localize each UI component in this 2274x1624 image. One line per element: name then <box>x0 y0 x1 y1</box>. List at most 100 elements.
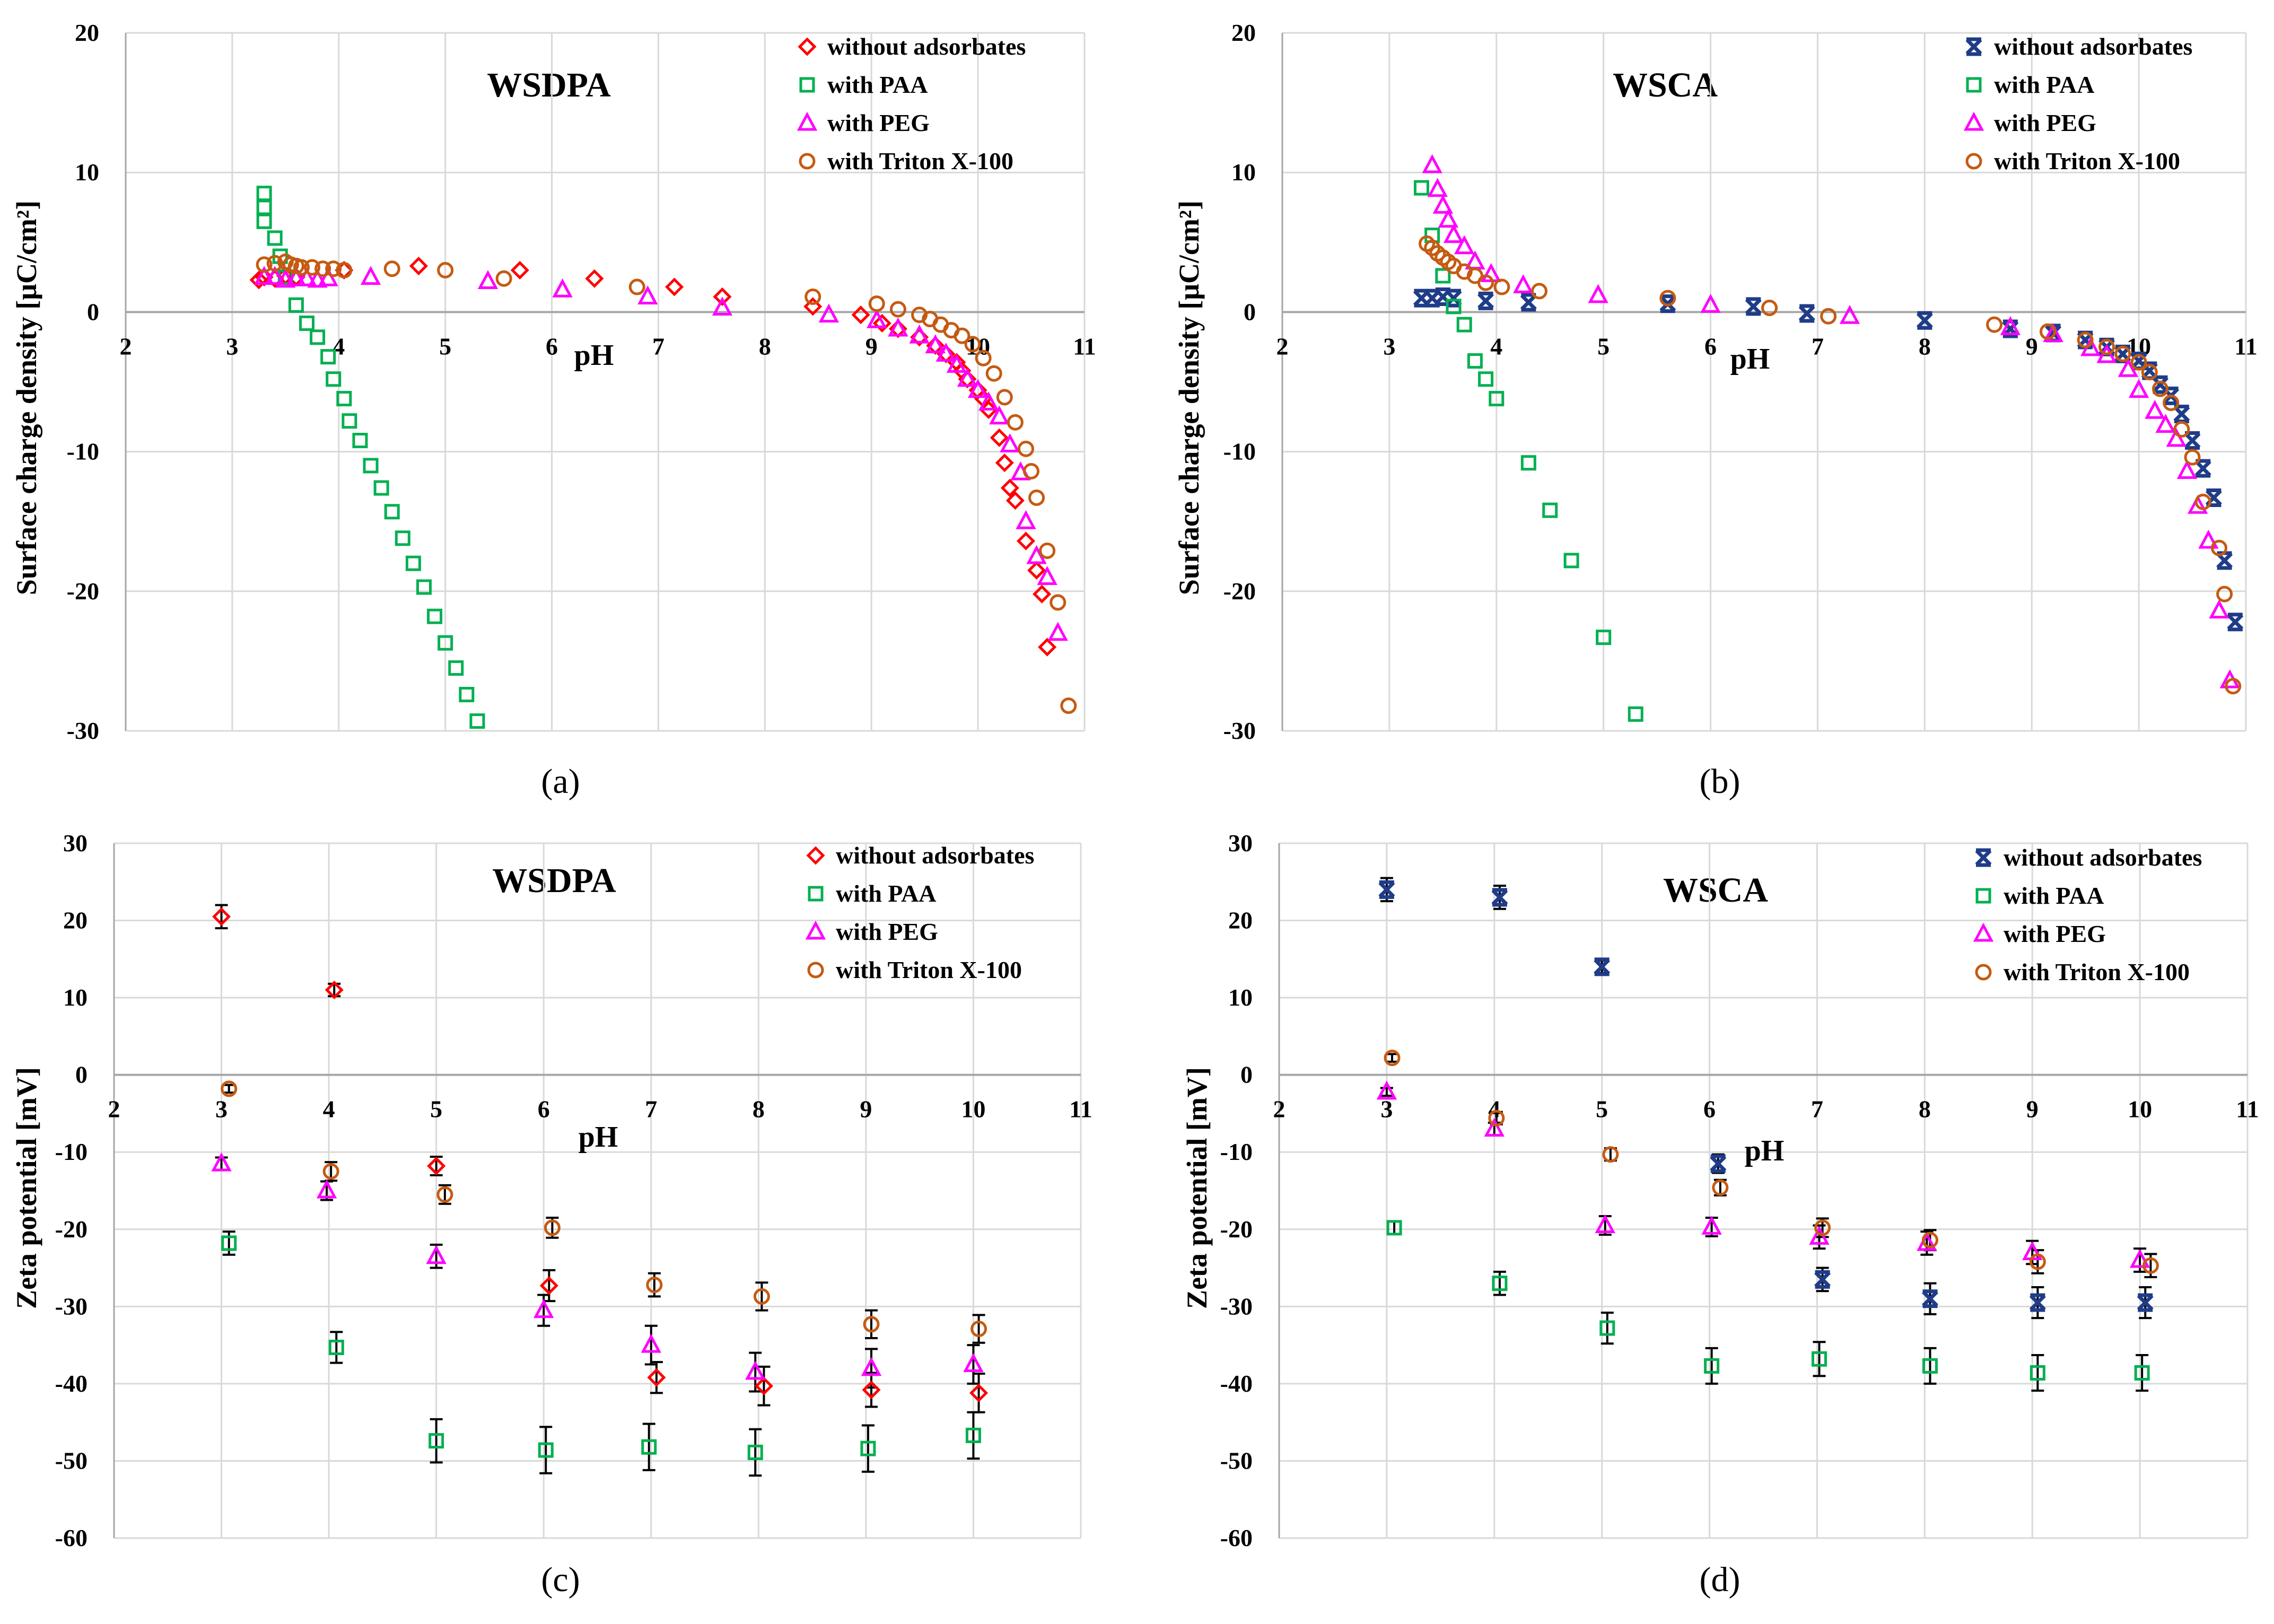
data-point <box>925 334 946 354</box>
data-point <box>438 635 453 651</box>
data-point <box>1413 180 1429 196</box>
error-bar <box>1493 1270 1506 1296</box>
data-point <box>935 343 957 362</box>
legend-marker <box>807 962 824 979</box>
data-point <box>1060 697 1077 714</box>
data-point <box>909 324 930 344</box>
data-point <box>1839 305 1860 324</box>
data-point <box>2130 352 2147 371</box>
error-bar <box>749 1428 762 1477</box>
data-point <box>1520 293 1537 312</box>
panel-label: (a) <box>541 762 580 801</box>
error-bar <box>1813 1341 1826 1377</box>
data-point <box>310 329 326 345</box>
x-tick-label: 6 <box>546 333 558 360</box>
data-point <box>405 555 421 571</box>
data-point <box>383 260 400 277</box>
error-bar <box>2136 1354 2149 1392</box>
data-point <box>1435 268 1451 284</box>
panel-label: (b) <box>1700 762 1741 801</box>
x-tick-label: 10 <box>961 1096 985 1123</box>
series-with-paa <box>221 1235 981 1460</box>
data-point <box>1596 630 1612 645</box>
data-point <box>2155 414 2176 433</box>
legend-marker <box>1975 848 1992 867</box>
x-axis-title: pH <box>579 1121 618 1154</box>
x-axis-title: pH <box>574 339 614 372</box>
data-point <box>1386 1220 1402 1236</box>
error-bar <box>1705 1347 1718 1385</box>
y-tick-label: 20 <box>75 19 99 46</box>
data-point <box>1435 287 1451 306</box>
data-point <box>2043 323 2063 343</box>
data-point <box>1595 1214 1615 1233</box>
legend-label: without adsorbates <box>827 33 1026 60</box>
data-point <box>2098 338 2115 355</box>
data-point <box>1599 1320 1615 1336</box>
error-bar <box>865 1309 878 1340</box>
error-bar <box>539 1426 553 1474</box>
data-point <box>1445 289 1462 308</box>
panel-c: (c) WSDPA Zeta potential [mV] 30 20 10 0 -10… <box>11 830 1092 1599</box>
data-point <box>1628 706 1643 722</box>
y-tick-label: 30 <box>63 830 88 857</box>
data-point <box>342 413 357 429</box>
data-point <box>1921 1232 1938 1248</box>
data-point <box>1602 1146 1619 1163</box>
data-point <box>1446 299 1462 315</box>
data-point <box>363 458 379 474</box>
x-tick-label: 4 <box>323 1096 335 1123</box>
data-point <box>747 1444 763 1460</box>
x-tick-label: 2 <box>1273 1096 1285 1123</box>
legend-marker <box>1965 37 1982 56</box>
legend-label: with PEG <box>1994 109 2096 136</box>
data-point <box>1037 566 1057 585</box>
data-point <box>1488 1110 1505 1127</box>
data-point <box>320 349 336 365</box>
data-point <box>1477 274 1494 291</box>
data-point <box>469 713 485 729</box>
legend-marker <box>1966 77 1982 93</box>
data-point <box>395 530 410 546</box>
data-point <box>2137 1293 2154 1312</box>
data-point <box>477 270 498 289</box>
data-point <box>1016 510 1036 529</box>
error-bar <box>967 1411 980 1460</box>
data-point <box>304 259 321 276</box>
data-point <box>978 391 999 411</box>
x-tick-label: 9 <box>2026 333 2038 360</box>
y-tick-label: 20 <box>1231 19 1256 46</box>
data-point <box>1443 224 1464 243</box>
data-point <box>867 309 887 328</box>
data-point <box>221 1235 237 1251</box>
data-point <box>2141 364 2158 381</box>
error-bar <box>967 1344 980 1385</box>
series-with-triton-x-100 <box>256 254 1077 714</box>
y-tick-label: -20 <box>1223 578 1256 605</box>
error-bar <box>861 1424 874 1473</box>
data-point <box>459 687 475 703</box>
x-tick-label: 11 <box>2234 333 2257 360</box>
legend-label: without adsorbates <box>836 842 1034 869</box>
data-point <box>2173 421 2190 438</box>
x-tick-label: 11 <box>1069 1096 1092 1123</box>
data-point <box>1000 433 1020 452</box>
y-tick-label: -10 <box>67 438 99 465</box>
data-point <box>2114 345 2131 362</box>
x-tick-label: 11 <box>1073 333 1096 360</box>
y-tick-label: 10 <box>1231 159 1256 186</box>
y-tick-label: 10 <box>1228 984 1253 1011</box>
data-point <box>436 1186 453 1203</box>
x-tick-label: 3 <box>226 333 238 360</box>
data-point <box>510 260 529 280</box>
data-point <box>889 301 906 318</box>
data-point <box>265 266 285 285</box>
y-tick-label: -10 <box>1223 438 1256 465</box>
data-point <box>957 368 978 387</box>
chart-title: WSCA <box>1663 871 1768 910</box>
data-point <box>1384 1050 1401 1067</box>
y-tick-label: -30 <box>1220 1293 1253 1320</box>
data-point <box>2114 344 2131 363</box>
chart-title: WSCA <box>1613 66 1718 104</box>
legend-marker <box>799 153 816 170</box>
